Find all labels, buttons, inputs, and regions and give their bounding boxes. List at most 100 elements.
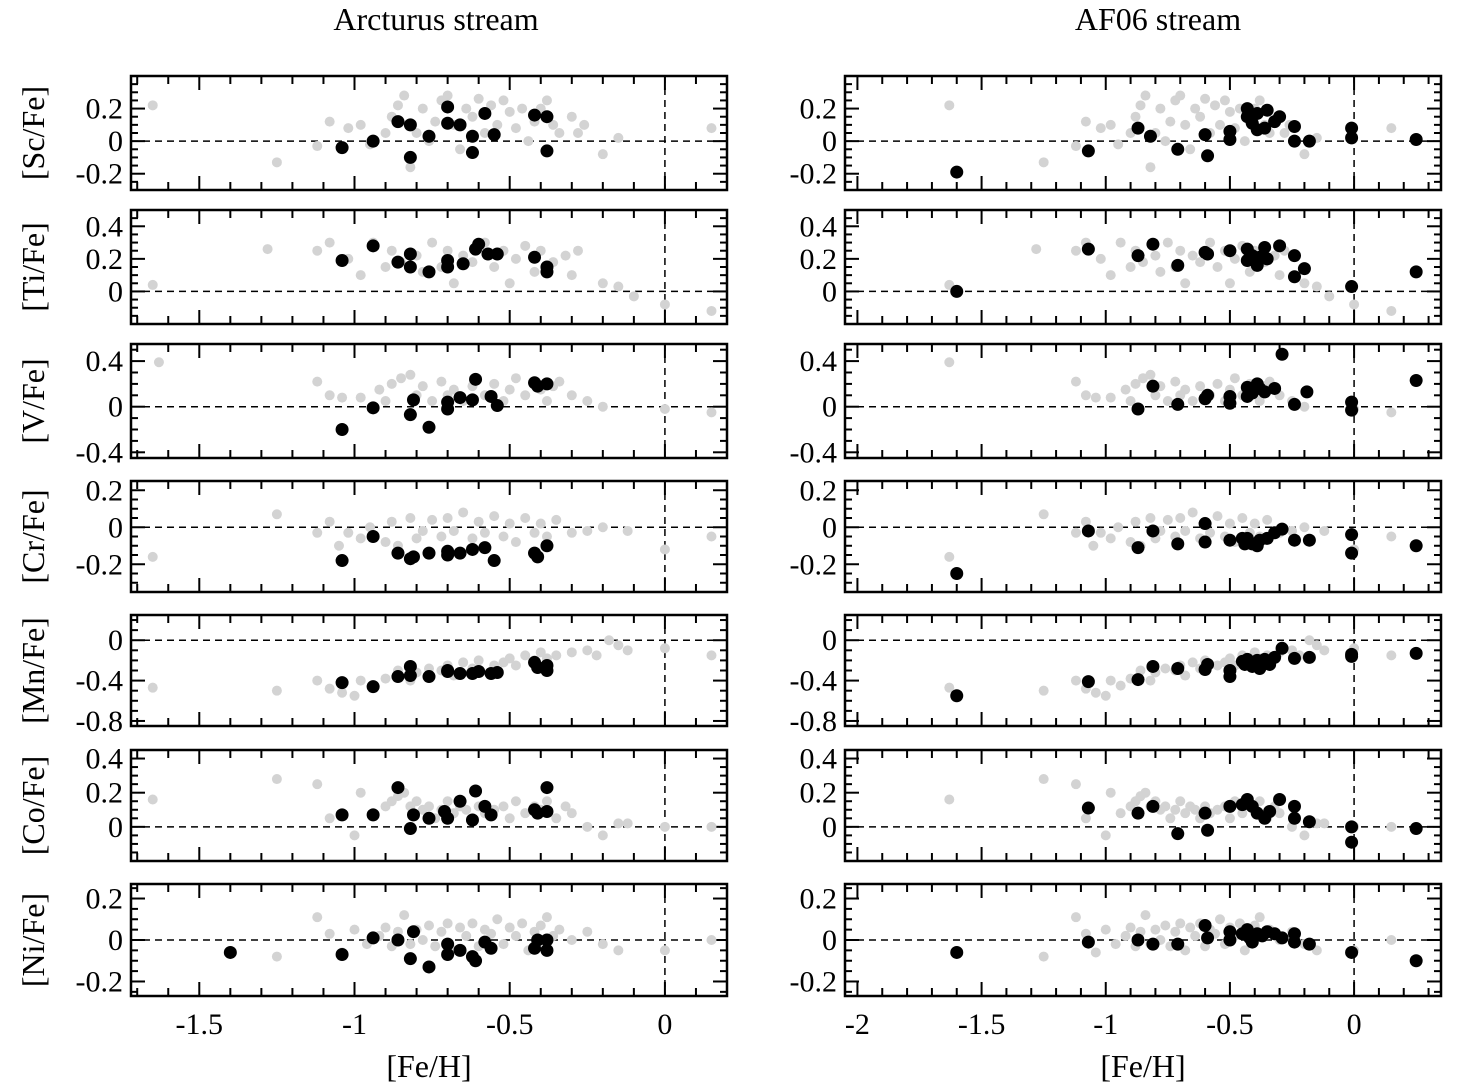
background-star-point <box>541 396 552 406</box>
background-star-point <box>312 779 323 790</box>
background-star-point <box>430 116 441 127</box>
plot-frame <box>129 342 729 460</box>
background-star-point <box>380 396 391 406</box>
panel-1-1: 00.20.4 <box>800 208 1443 326</box>
background-star-point <box>1224 278 1235 289</box>
stream-star-point <box>1131 249 1145 263</box>
background-star-point <box>706 531 717 542</box>
stream-star-point <box>441 948 455 962</box>
stream-star-point <box>391 781 405 795</box>
background-star-point <box>1274 808 1285 819</box>
background-star-point <box>1090 392 1101 403</box>
background-star-point <box>1145 162 1156 173</box>
background-star-point <box>430 941 441 952</box>
y-tick-label: 0.2 <box>800 777 838 810</box>
background-star-point <box>1212 262 1223 272</box>
y-tick-label: 0.4 <box>800 743 838 776</box>
panel-1-3: -0.2 0 0.2 <box>790 474 1443 594</box>
background-star-point <box>349 690 360 701</box>
background-star-point <box>324 683 335 694</box>
background-star-point <box>1105 119 1116 130</box>
stream-star-point <box>540 377 554 391</box>
background-star-point <box>504 922 515 933</box>
stream-star-point <box>540 265 554 279</box>
background-star-point <box>455 922 466 933</box>
y-tick-label: -0.2 <box>790 548 838 581</box>
background-star-point <box>1145 369 1156 380</box>
stream-star-point <box>441 253 455 267</box>
stream-star-point <box>422 960 436 974</box>
background-star-point <box>517 103 528 114</box>
background-star-point <box>1224 518 1235 529</box>
panel-1-2: -0.4 0 0.4 <box>790 342 1443 469</box>
stream-star-point <box>1223 124 1237 138</box>
background-star-point <box>1386 821 1397 832</box>
background-star-point <box>1311 281 1322 292</box>
background-star-point <box>355 392 366 403</box>
y-tick-label: -0.2 <box>76 158 124 191</box>
stream-star-point <box>1260 103 1274 117</box>
stream-star-point <box>1302 815 1316 829</box>
stream-star-point <box>1287 799 1301 813</box>
stream-star-point <box>1201 823 1215 837</box>
background-star-point <box>535 647 546 658</box>
background-star-point <box>1135 665 1146 676</box>
background-star-point <box>1088 540 1099 551</box>
background-star-point <box>1130 111 1141 122</box>
background-star-point <box>944 357 955 368</box>
background-star-point <box>492 119 503 130</box>
background-star-point <box>271 157 282 168</box>
background-star-point <box>498 801 509 812</box>
stream-star-point <box>1345 835 1359 849</box>
background-star-point <box>520 240 531 251</box>
y-tick-label: 0.4 <box>800 210 838 243</box>
panel-0-4: -0.8 -0.4 0 [Mn/Fe] <box>15 613 729 738</box>
background-star-point <box>597 401 608 412</box>
background-star-point <box>548 119 559 130</box>
stream-star-point <box>469 372 483 386</box>
stream-star-point <box>335 141 349 155</box>
background-star-point <box>380 262 391 272</box>
stream-star-point <box>1345 528 1359 542</box>
stream-star-point <box>950 945 964 959</box>
background-star-point <box>573 245 583 256</box>
background-star-point <box>1229 373 1240 384</box>
background-star-point <box>461 930 472 941</box>
background-star-point <box>1224 653 1235 664</box>
stream-star-point <box>1146 659 1160 673</box>
background-star-point <box>520 808 531 819</box>
stream-star-point <box>1081 935 1095 949</box>
stream-star-point <box>465 129 479 143</box>
background-star-point <box>1125 262 1136 272</box>
background-star-point <box>1299 522 1310 533</box>
plot-frame <box>843 342 1443 460</box>
background-star-point <box>1095 123 1106 134</box>
stream-star-point <box>1409 373 1423 387</box>
stream-star-point <box>490 247 504 261</box>
background-star-point <box>153 357 164 368</box>
background-star-point <box>1080 516 1091 527</box>
background-star-point <box>1324 291 1335 302</box>
y-tick-label: 0.2 <box>800 243 838 276</box>
background-star-point <box>1205 237 1216 248</box>
x-tick-label: -1 <box>342 1008 367 1041</box>
stream-star-point <box>1081 801 1095 815</box>
background-star-point <box>523 136 534 147</box>
stream-star-point <box>465 542 479 556</box>
background-star-point <box>1180 670 1191 681</box>
background-star-point <box>1175 513 1186 523</box>
stream-star-point <box>335 948 349 962</box>
background-star-point <box>706 305 717 316</box>
background-star-point <box>566 647 577 658</box>
background-star-point <box>399 90 410 101</box>
background-star-point <box>427 237 438 248</box>
stream-star-point <box>1258 385 1272 399</box>
background-star-point <box>147 794 158 805</box>
background-star-point <box>1038 685 1049 696</box>
background-star-point <box>271 509 282 520</box>
stream-star-point <box>1171 258 1185 272</box>
stream-star-point <box>540 144 554 158</box>
background-star-point <box>1214 914 1225 925</box>
background-star-point <box>1080 116 1091 127</box>
stream-star-point <box>1287 533 1301 547</box>
